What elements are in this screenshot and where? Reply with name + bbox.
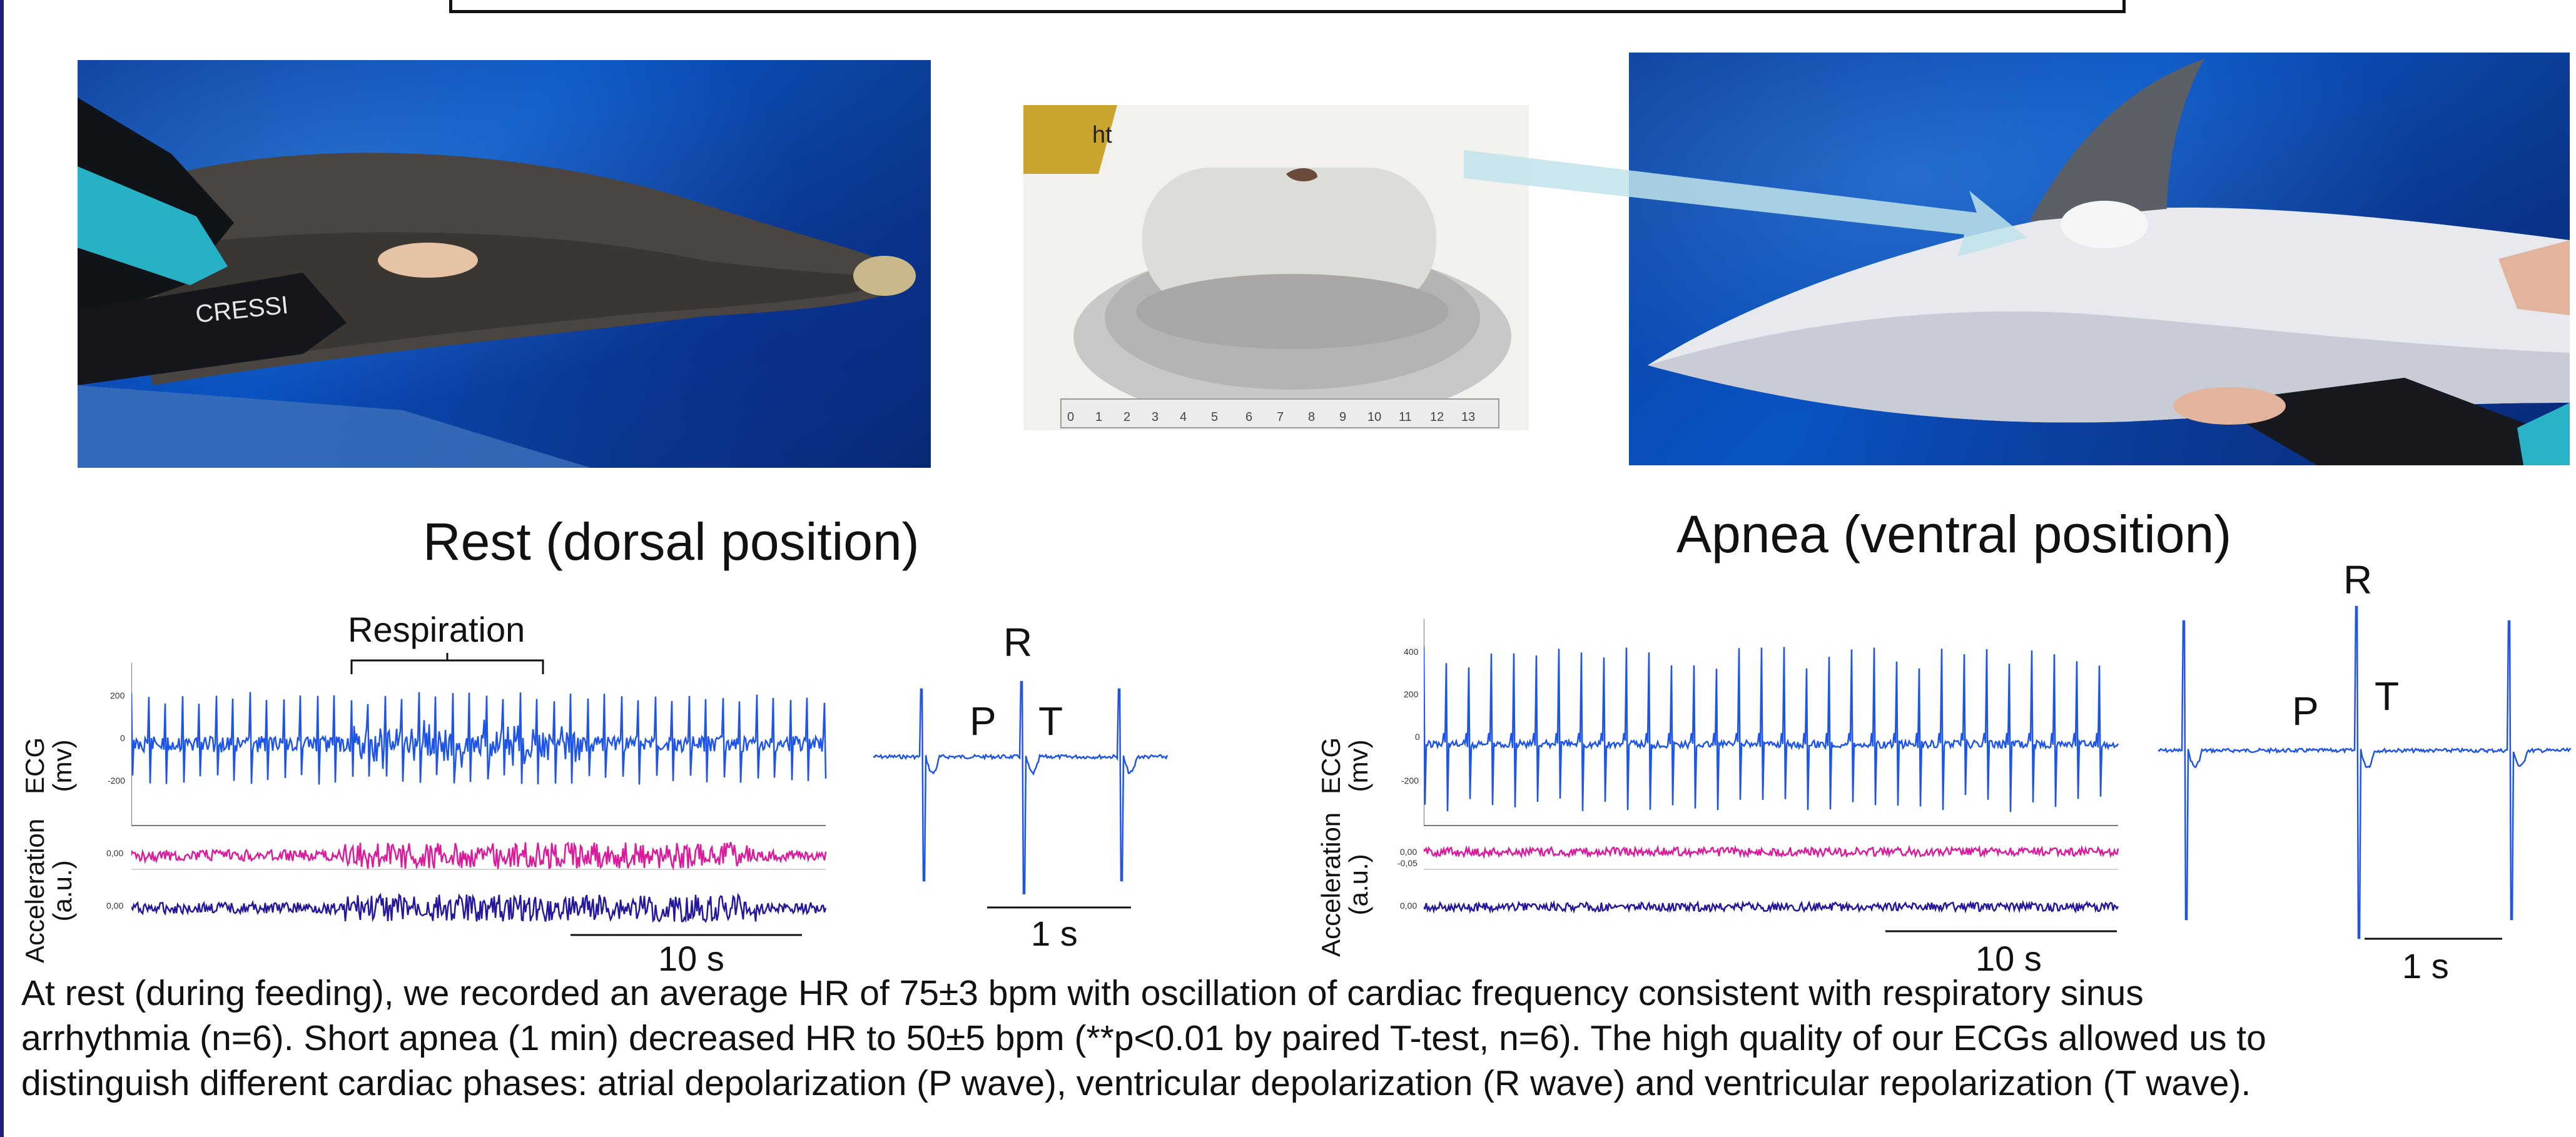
rest-beat-scale-label: 1 s bbox=[1031, 914, 1078, 953]
ruler-tick: 3 bbox=[1152, 410, 1159, 424]
caption-line: distinguish different cardiac phases: at… bbox=[21, 1063, 2251, 1103]
ruler-tick: 10 bbox=[1367, 410, 1381, 424]
rest-beat-trace bbox=[873, 680, 1169, 894]
rest-trace-scale-bar bbox=[570, 934, 802, 936]
rest-p-wave-label: P bbox=[970, 699, 996, 744]
apnea-trace-panel bbox=[1424, 619, 2119, 914]
ruler-tick: 12 bbox=[1430, 410, 1444, 424]
device-placement-arrow bbox=[1464, 150, 2027, 256]
apnea-ecg-tick-0: 0 bbox=[1415, 732, 1420, 742]
apnea-p-wave-label: P bbox=[2292, 689, 2319, 734]
photo-dolphin-apnea bbox=[1629, 53, 2570, 465]
axis-title-line: (mv) bbox=[48, 739, 77, 792]
apnea-acc-z-trace bbox=[1424, 899, 2119, 914]
rest-accz-tick: 0,00 bbox=[106, 901, 124, 911]
rest-ecg-trace bbox=[131, 692, 827, 785]
ruler-tick: 8 bbox=[1308, 410, 1315, 424]
ruler-tick: 5 bbox=[1211, 410, 1218, 424]
ruler-tick: 11 bbox=[1399, 410, 1412, 424]
poster-left-border bbox=[0, 0, 4, 1137]
apnea-accz-tick: 0,00 bbox=[1400, 901, 1417, 911]
rest-trace-scale-label: 10 s bbox=[658, 939, 724, 978]
axis-title-line: (mv) bbox=[1344, 739, 1373, 792]
rest-ecg-tick-top: 200 bbox=[110, 690, 125, 700]
rest-beat-zoom bbox=[873, 680, 1169, 894]
photo-corner-text: ht bbox=[1092, 122, 1112, 148]
photo-dolphin-rest: CRESSI bbox=[78, 60, 931, 468]
figure-caption: At rest (during feeding), we recorded an… bbox=[21, 971, 2561, 1106]
rest-trace-panel bbox=[131, 663, 827, 924]
axis-title-line: Acceleration bbox=[20, 818, 49, 963]
ruler-tick: 2 bbox=[1123, 410, 1130, 424]
apnea-ecg-axis-title: ECG (mv) bbox=[1316, 737, 1373, 794]
apnea-accx-tick: 0,00 bbox=[1400, 847, 1417, 857]
respiration-bracket bbox=[350, 653, 544, 674]
axis-title-line: ECG bbox=[1316, 737, 1346, 794]
axis-title-line: (a.u.) bbox=[48, 860, 77, 922]
axis-title-line: (a.u.) bbox=[1344, 854, 1373, 916]
ruler-tick: 13 bbox=[1461, 410, 1475, 424]
ruler-tick: 4 bbox=[1180, 410, 1187, 424]
rest-acc-axis-title: Acceleration (a.u.) bbox=[20, 818, 77, 963]
apnea-section-title: Apnea (ventral position) bbox=[1676, 505, 2232, 563]
ruler-tick: 0 bbox=[1067, 410, 1074, 424]
rest-ecg-tick-zero: 0 bbox=[120, 733, 125, 743]
ruler-ticks: 0 1 2 3 4 5 6 7 8 9 10 11 12 13 bbox=[1067, 410, 1475, 424]
apnea-t-wave-label: T bbox=[2375, 674, 2400, 719]
rest-acc-z-trace bbox=[131, 892, 827, 924]
ruler-tick: 6 bbox=[1245, 410, 1252, 424]
apnea-beat-trace bbox=[2158, 605, 2572, 939]
rest-accx-tick: 0,00 bbox=[106, 848, 124, 858]
photo-separator bbox=[931, 56, 1023, 469]
rest-section-title: Rest (dorsal position) bbox=[423, 512, 920, 571]
apnea-acc-axis-title: Acceleration (a.u.) bbox=[1316, 812, 1373, 957]
rest-t-wave-label: T bbox=[1038, 699, 1063, 744]
photo-ecg-device: ht 0 1 2 3 4 5 6 7 8 9 10 11 12 13 bbox=[1023, 105, 1529, 430]
apnea-ecg-tick-400: 400 bbox=[1404, 647, 1419, 657]
rest-beat-scale-bar bbox=[987, 906, 1131, 909]
apnea-acc-x-trace bbox=[1424, 844, 2119, 859]
photo-dolphin-apnea-art bbox=[1648, 59, 2570, 465]
apnea-ecg-trace bbox=[1424, 646, 2119, 812]
apnea-r-wave-label: R bbox=[2343, 557, 2373, 602]
title-banner-frame bbox=[449, 0, 2126, 13]
ruler-tick: 7 bbox=[1277, 410, 1284, 424]
apnea-beat-scale-bar bbox=[2365, 937, 2502, 940]
apnea-trace-scale-label: 10 s bbox=[1975, 939, 2042, 978]
rest-acc-x-trace bbox=[131, 841, 827, 871]
apnea-trace-scale-bar bbox=[1885, 930, 2117, 932]
apnea-ecg-tick-neg200: -200 bbox=[1401, 776, 1419, 786]
rest-r-wave-label: R bbox=[1003, 620, 1033, 665]
photo-dolphin-rest-art: CRESSI bbox=[78, 98, 916, 468]
ruler-tick: 9 bbox=[1339, 410, 1346, 424]
apnea-accx-tick-neg: -0,05 bbox=[1397, 858, 1417, 868]
photo-ecg-device-art: ht 0 1 2 3 4 5 6 7 8 9 10 11 12 13 bbox=[1023, 105, 1511, 428]
respiration-label: Respiration bbox=[348, 610, 525, 649]
rest-ecg-tick-bottom: -200 bbox=[108, 776, 126, 786]
caption-line: At rest (during feeding), we recorded an… bbox=[21, 973, 2144, 1013]
apnea-beat-scale-label: 1 s bbox=[2402, 946, 2449, 986]
ruler-tick: 1 bbox=[1095, 410, 1102, 424]
rest-ecg-axis-title: ECG (mv) bbox=[20, 737, 77, 794]
apnea-beat-zoom bbox=[2158, 605, 2572, 939]
axis-title-line: Acceleration bbox=[1316, 812, 1346, 957]
caption-line: arrhythmia (n=6). Short apnea (1 min) de… bbox=[21, 1018, 2266, 1058]
axis-title-line: ECG bbox=[20, 737, 49, 794]
apnea-ecg-tick-200: 200 bbox=[1404, 689, 1419, 699]
